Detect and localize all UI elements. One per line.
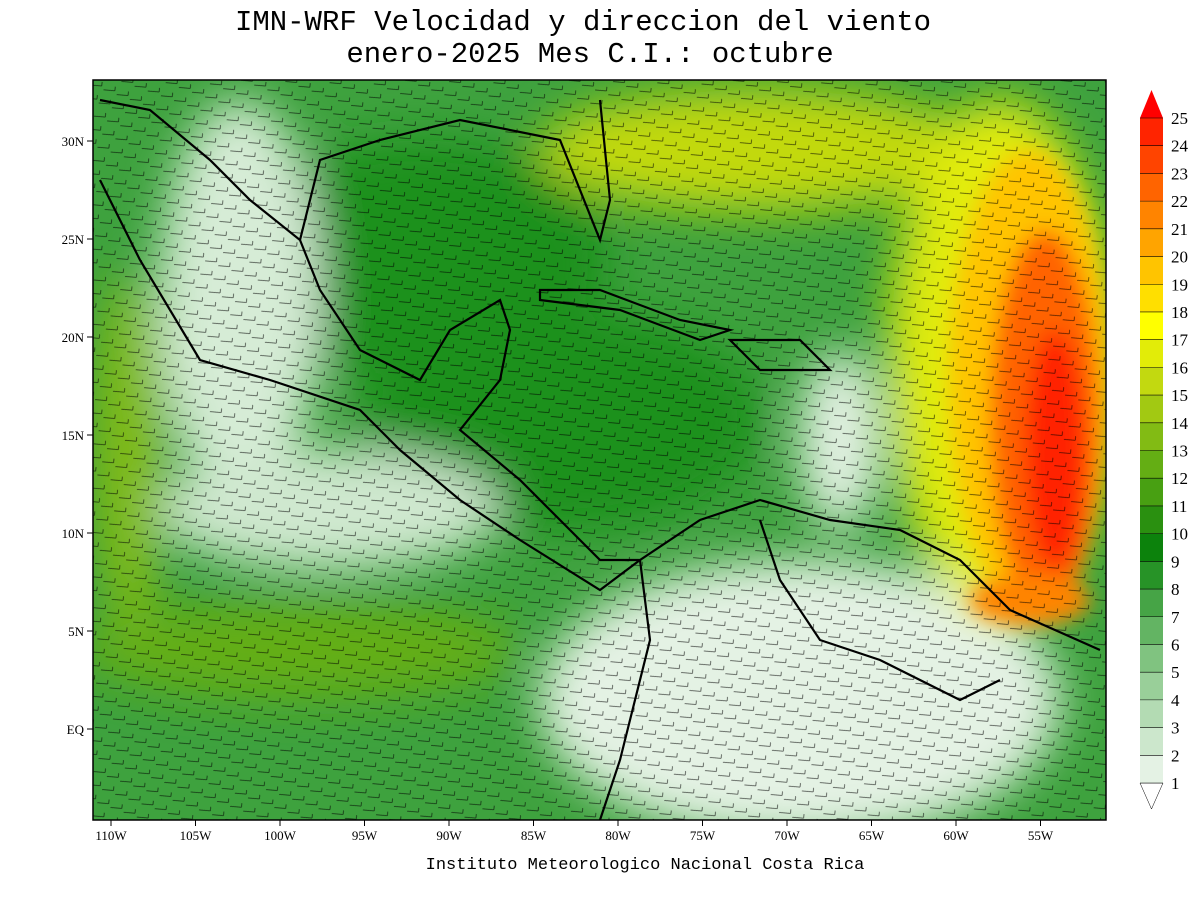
colorbar-box <box>1140 589 1163 617</box>
colorbar-label: 7 <box>1171 608 1180 627</box>
lat-label: 10N <box>62 526 85 541</box>
colorbar-label: 3 <box>1171 719 1180 738</box>
colorbar-label: 21 <box>1171 220 1188 239</box>
lat-label: 5N <box>68 624 85 639</box>
colorbar-box <box>1140 616 1163 645</box>
colorbar-box <box>1140 118 1163 146</box>
colorbar-box <box>1140 672 1163 700</box>
colorbar-box <box>1140 505 1163 534</box>
lon-label: 70W <box>774 828 800 843</box>
lon-label: 110W <box>95 828 127 843</box>
map-frame <box>92 79 1107 821</box>
footer: Instituto Meteorologico Nacional Costa R… <box>426 856 865 875</box>
colorbar-label: 6 <box>1171 635 1180 654</box>
colorbar-label: 24 <box>1171 137 1189 156</box>
colorbar-label: 8 <box>1171 580 1180 599</box>
colorbar-label: 19 <box>1171 275 1188 294</box>
lon-label: 95W <box>352 828 378 843</box>
colorbar-box <box>1140 201 1163 229</box>
lat-label: 30N <box>62 134 85 149</box>
lat-label: 20N <box>62 330 85 345</box>
colorbar-label: 9 <box>1171 552 1180 571</box>
colorbar-label: 12 <box>1171 469 1188 488</box>
colorbar-box <box>1140 422 1163 451</box>
lon-label: 90W <box>436 828 462 843</box>
lon-label: 85W <box>521 828 547 843</box>
colorbar-box <box>1140 145 1163 174</box>
colorbar-box <box>1140 450 1163 479</box>
lon-label: 100W <box>264 828 297 843</box>
title-line: IMN-WRF Velocidad y direccion del viento <box>235 6 931 39</box>
lon-label: 80W <box>605 828 631 843</box>
colorbar-label: 20 <box>1171 248 1188 267</box>
title-line: enero-2025 Mes C.I.: octubre <box>346 38 833 71</box>
lat-label: EQ <box>67 722 85 737</box>
colorbar-label: 14 <box>1171 414 1189 433</box>
colorbar-high <box>1140 90 1163 118</box>
lat-label: 25N <box>62 232 85 247</box>
colorbar-box <box>1140 699 1163 728</box>
coastlines <box>99 98 1101 820</box>
lon-label: 65W <box>859 828 885 843</box>
colorbar-label: 10 <box>1171 525 1188 544</box>
lon-label: 75W <box>690 828 716 843</box>
lon-label: 55W <box>1028 828 1054 843</box>
colorbar-label: 1 <box>1171 774 1180 793</box>
colorbar-label: 16 <box>1171 358 1188 377</box>
colorbar-label: 23 <box>1171 164 1188 183</box>
colorbar-box <box>1140 478 1163 506</box>
colorbar-box <box>1140 228 1163 257</box>
colorbar-box <box>1140 256 1163 285</box>
colorbar-low <box>1139 782 1164 810</box>
colorbar-box <box>1140 533 1163 562</box>
colorbar-label: 15 <box>1171 386 1188 405</box>
colorbar-box <box>1140 561 1163 590</box>
colorbar-label: 17 <box>1171 331 1189 350</box>
colorbar-box <box>1140 755 1163 783</box>
colorbar-box <box>1140 311 1163 340</box>
colorbar-label: 22 <box>1171 192 1188 211</box>
colorbar-label: 25 <box>1171 109 1188 128</box>
colorbar-box <box>1140 644 1163 673</box>
lon-label: 60W <box>943 828 969 843</box>
colorbar-box <box>1140 727 1163 756</box>
colorbar-label: 13 <box>1171 442 1188 461</box>
colorbar-label: 11 <box>1171 497 1187 516</box>
colorbar-label: 18 <box>1171 303 1188 322</box>
colorbar-box <box>1140 339 1163 368</box>
colorbar-box <box>1140 395 1163 423</box>
lat-label: 15N <box>62 428 85 443</box>
colorbar-label: 2 <box>1171 746 1180 765</box>
wind-field <box>93 80 1106 820</box>
lon-label: 105W <box>180 828 213 843</box>
colorbar-box <box>1140 284 1163 312</box>
colorbar-box <box>1140 173 1163 202</box>
colorbar-label: 4 <box>1171 691 1180 710</box>
colorbar-label: 5 <box>1171 663 1180 682</box>
colorbar-box <box>1140 367 1163 396</box>
